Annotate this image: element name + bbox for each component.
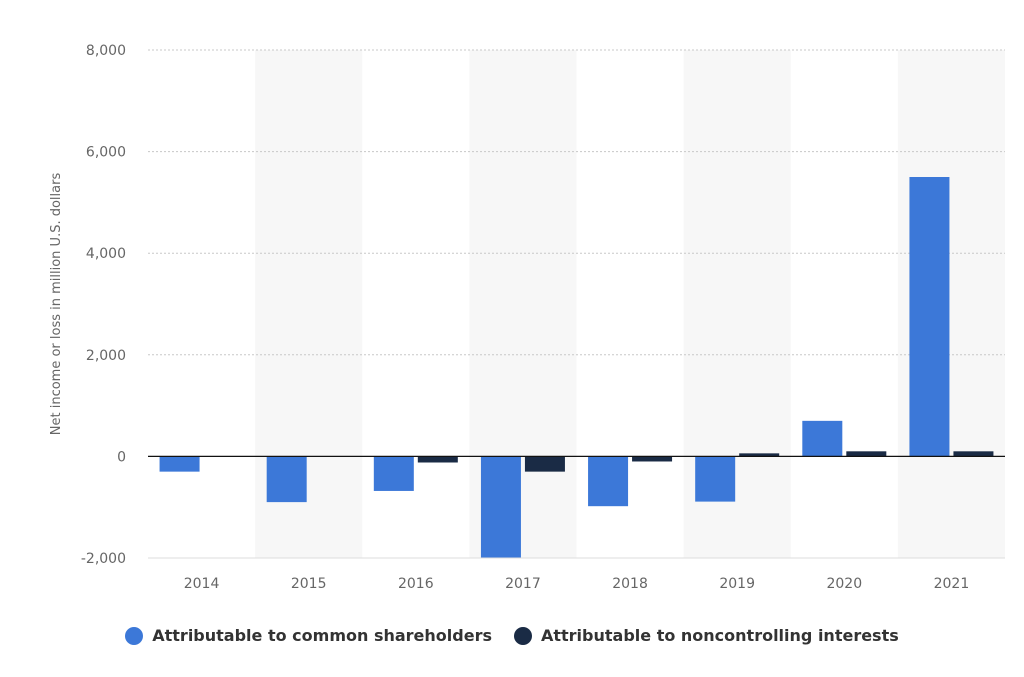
- y-tick-label: 4,000: [86, 246, 126, 262]
- bar-noncontrolling-interests: [739, 453, 780, 457]
- y-tick-label: 2,000: [86, 348, 126, 364]
- bar-chart: -2,000 0 2,000 4,000 6,000 8,000 Net income or…: [49, 43, 1005, 592]
- x-tick-label: 2018: [612, 576, 648, 592]
- legend-marker-common-shareholders: [125, 626, 144, 645]
- bar-common-shareholders: [802, 420, 843, 457]
- bar-noncontrolling-interests: [632, 456, 673, 462]
- bar-noncontrolling-interests: [953, 451, 994, 457]
- bar-common-shareholders: [695, 456, 736, 502]
- x-tick-label: 2020: [826, 576, 862, 592]
- y-axis-title: Net income or loss in million U.S. dolla…: [49, 173, 64, 436]
- bar-common-shareholders: [909, 177, 950, 457]
- bar-common-shareholders: [159, 456, 200, 472]
- legend-item-noncontrolling-interests[interactable]: Attributable to noncontrolling interests: [513, 626, 899, 645]
- legend-marker-noncontrolling-interests: [513, 626, 532, 645]
- x-tick-label: 2017: [505, 576, 541, 592]
- x-tick-label: 2021: [934, 576, 970, 592]
- legend: Attributable to common shareholders Attr…: [0, 626, 1024, 645]
- x-tick-label: 2014: [184, 576, 220, 592]
- legend-label-common-shareholders: Attributable to common shareholders: [152, 626, 492, 645]
- bar-common-shareholders: [480, 456, 521, 558]
- legend-label-noncontrolling-interests: Attributable to noncontrolling interests: [540, 626, 899, 645]
- bar-common-shareholders: [373, 456, 414, 491]
- legend-item-common-shareholders[interactable]: Attributable to common shareholders: [125, 626, 492, 645]
- bar-common-shareholders: [266, 456, 307, 503]
- bar-common-shareholders: [588, 456, 629, 507]
- x-tick-label: 2019: [719, 576, 755, 592]
- bar-noncontrolling-interests: [846, 451, 887, 457]
- y-tick-label: 8,000: [86, 43, 126, 59]
- x-tick-label: 2015: [291, 576, 327, 592]
- y-tick-label: -2,000: [81, 551, 126, 567]
- bar-noncontrolling-interests: [524, 456, 565, 472]
- y-tick-label: 6,000: [86, 145, 126, 161]
- x-tick-label: 2016: [398, 576, 434, 592]
- y-tick-label: 0: [117, 449, 126, 465]
- bar-noncontrolling-interests: [417, 456, 458, 463]
